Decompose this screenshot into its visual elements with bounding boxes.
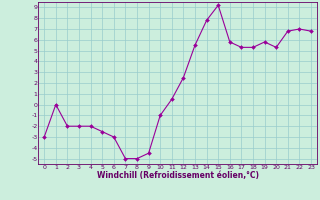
X-axis label: Windchill (Refroidissement éolien,°C): Windchill (Refroidissement éolien,°C) bbox=[97, 171, 259, 180]
